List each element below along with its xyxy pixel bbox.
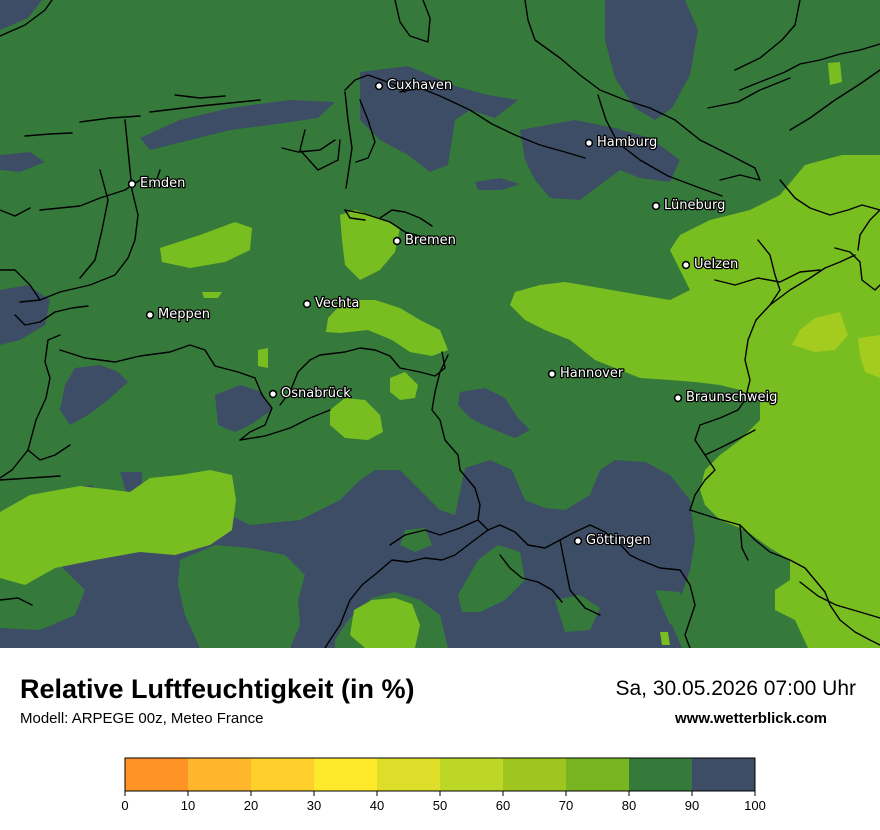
legend-tick-label: 60 xyxy=(496,798,510,813)
model-subtitle: Modell: ARPEGE 00z, Meteo France xyxy=(20,710,264,727)
city-meppen: Meppen xyxy=(145,306,211,323)
country-borders xyxy=(0,0,880,648)
legend-swatch xyxy=(503,758,567,791)
city-dot xyxy=(374,81,384,91)
city-label: Emden xyxy=(140,176,185,191)
city-emden: Emden xyxy=(127,175,187,192)
legend-swatch xyxy=(314,758,378,791)
city-dot xyxy=(302,299,312,309)
footer-panel: Relative Luftfeuchtigkeit (in %) Modell:… xyxy=(0,648,880,830)
legend-tick-label: 80 xyxy=(622,798,636,813)
city-label: Cuxhaven xyxy=(387,78,452,93)
legend-swatch xyxy=(440,758,504,791)
legend-swatch xyxy=(251,758,315,791)
legend-tick-label: 70 xyxy=(559,798,573,813)
city-label: Hamburg xyxy=(597,135,657,150)
city-dot xyxy=(584,138,594,148)
city-vechta: Vechta xyxy=(302,295,361,312)
city-bremen: Bremen xyxy=(392,232,457,249)
city-markers: Cuxhaven Hamburg Emden Lüneburg Bremen U… xyxy=(127,77,779,549)
city-label: Lüneburg xyxy=(664,198,725,213)
city-label: Osnabrück xyxy=(281,386,351,401)
legend-swatch xyxy=(125,758,189,791)
city-dot xyxy=(673,393,683,403)
city-hannover: Hannover xyxy=(547,365,625,382)
city-braunschweig: Braunschweig xyxy=(673,389,779,406)
city-dot xyxy=(573,536,583,546)
city-label: Göttingen xyxy=(586,533,651,548)
city-uelzen: Uelzen xyxy=(681,256,739,273)
legend-tick-label: 100 xyxy=(744,798,766,813)
city-goettingen: Göttingen xyxy=(573,532,652,549)
humidity-90-100-regions xyxy=(0,0,698,648)
legend-frame xyxy=(124,757,756,792)
city-dot xyxy=(681,260,691,270)
city-hamburg: Hamburg xyxy=(584,134,659,151)
city-label: Vechta xyxy=(315,296,359,311)
legend-ticks: 0 10 20 30 40 50 60 70 80 90 100 xyxy=(121,791,766,813)
city-cuxhaven: Cuxhaven xyxy=(374,77,453,94)
city-label: Hannover xyxy=(560,366,624,381)
city-osnabrueck: Osnabrück xyxy=(268,385,352,402)
legend-swatch xyxy=(377,758,441,791)
city-dot xyxy=(127,179,137,189)
legend-swatches xyxy=(125,758,756,791)
legend-tick-label: 20 xyxy=(244,798,258,813)
city-dot xyxy=(547,369,557,379)
legend-tick-label: 50 xyxy=(433,798,447,813)
city-dot xyxy=(651,201,661,211)
city-label: Bremen xyxy=(405,233,456,248)
legend-tick-label: 30 xyxy=(307,798,321,813)
city-label: Uelzen xyxy=(694,257,738,272)
website-label: www.wetterblick.com xyxy=(675,710,827,727)
legend-swatch xyxy=(566,758,630,791)
chart-title: Relative Luftfeuchtigkeit (in %) xyxy=(20,674,415,704)
city-label: Meppen xyxy=(158,307,210,322)
forecast-datetime: Sa, 30.05.2026 07:00 Uhr xyxy=(615,677,856,700)
humidity-60-70-regions xyxy=(792,312,880,378)
legend-tick-label: 10 xyxy=(181,798,195,813)
city-dot xyxy=(392,236,402,246)
legend-swatch xyxy=(188,758,252,791)
city-dot xyxy=(145,310,155,320)
legend-tick-label: 0 xyxy=(121,798,128,813)
color-legend: 0 10 20 30 40 50 60 70 80 90 100 xyxy=(121,757,766,813)
legend-swatch xyxy=(692,758,756,791)
legend-tick-label: 40 xyxy=(370,798,384,813)
legend-tick-label: 90 xyxy=(685,798,699,813)
humidity-map: Cuxhaven Hamburg Emden Lüneburg Bremen U… xyxy=(0,0,880,648)
city-dot xyxy=(268,389,278,399)
legend-swatch xyxy=(629,758,693,791)
city-label: Braunschweig xyxy=(686,390,777,405)
city-lueneburg: Lüneburg xyxy=(651,197,727,214)
